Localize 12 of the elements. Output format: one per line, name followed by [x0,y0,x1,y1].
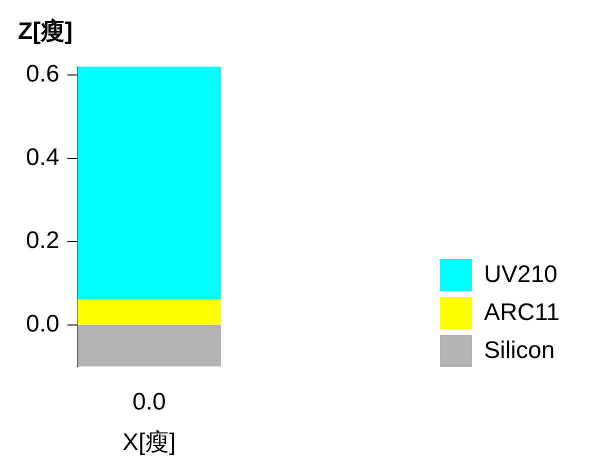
y-tick-label: 0.2 [26,227,60,254]
chart-title: Z[瘦] [18,18,73,46]
legend-label: ARC11 [484,299,560,327]
legend-label: UV210 [484,261,558,289]
x-axis-title: X[瘦] [122,429,176,456]
bar [77,299,221,325]
y-tick-label: 0.0 [26,310,60,338]
y-tick-label: 0.4 [26,144,60,171]
bar [77,324,221,366]
legend-label: Silicon [484,337,555,365]
bar [77,66,221,300]
y-tick-label: 0.6 [26,60,60,88]
